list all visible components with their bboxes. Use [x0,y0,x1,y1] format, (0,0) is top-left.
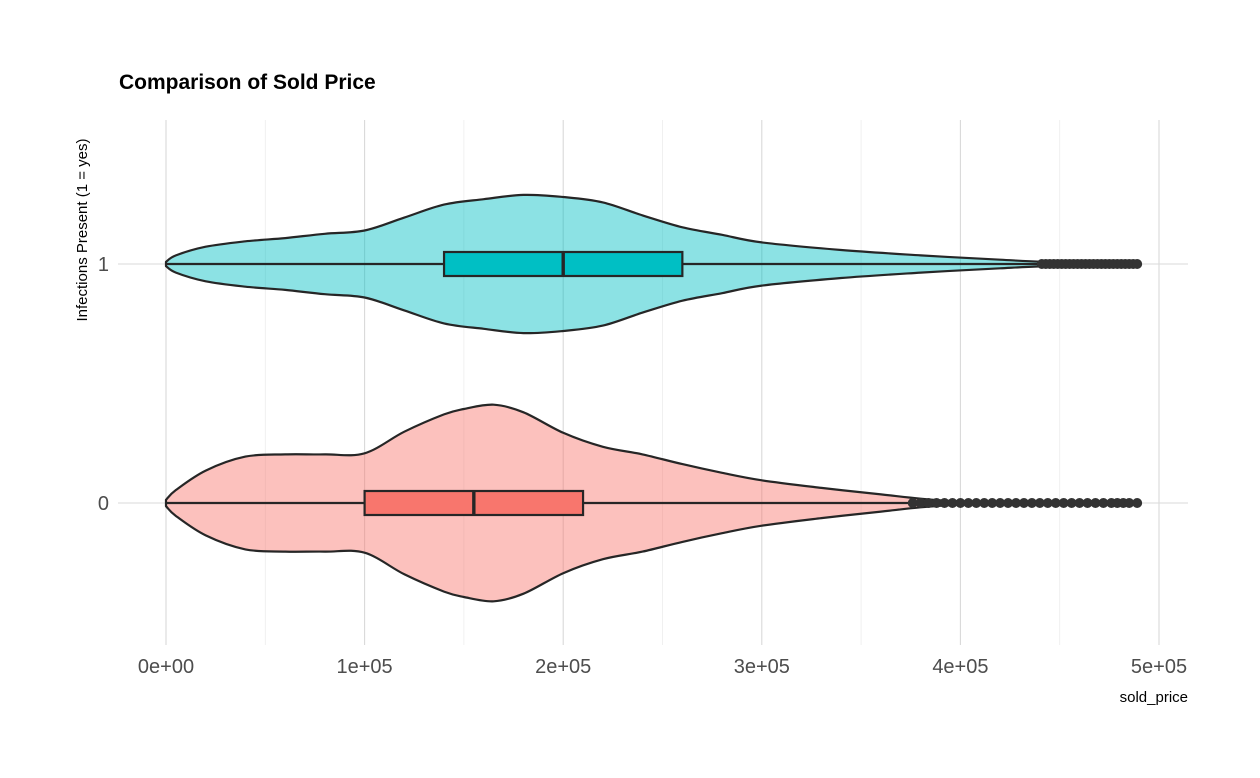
x-tick-label: 0e+00 [138,656,194,678]
violin-layer [164,193,1143,603]
outlier-point [939,498,950,508]
outlier-point [979,498,990,508]
outlier-point [1082,498,1093,508]
grid-lines [118,120,1188,645]
outlier-point [971,498,982,508]
outlier-point [1074,498,1085,508]
chart-title: Comparison of Sold Price [119,71,376,94]
violin-group-0 [164,403,1143,603]
outlier-point [1018,498,1029,508]
outlier-point [1003,498,1014,508]
y-tick-label: 1 [98,254,109,276]
outlier-point [1132,259,1143,269]
outlier-point [1124,498,1135,508]
outlier-point [1090,498,1101,508]
outlier-point [955,498,966,508]
x-axis-label: sold_price [1120,689,1188,706]
x-tick-label: 4e+05 [932,656,988,678]
outlier-point [1034,498,1045,508]
violin-group-1 [164,193,1143,335]
outlier-point [987,498,998,508]
outlier-point [995,498,1006,508]
outlier-point [1011,498,1022,508]
x-tick-label: 1e+05 [337,656,393,678]
outlier-point [1026,498,1037,508]
outlier-point [1058,498,1069,508]
outlier-point [907,498,918,508]
outlier-point [1050,498,1061,508]
outlier-point [963,498,974,508]
outlier-point [947,498,958,508]
outlier-point [1066,498,1077,508]
y-tick-label: 0 [98,493,109,515]
outlier-point [923,498,934,508]
outlier-point [1042,498,1053,508]
y-axis-label: Infections Present (1 = yes) [74,138,91,321]
outlier-point [915,498,926,508]
outlier-point [931,498,942,508]
outlier-point [1132,498,1143,508]
x-tick-label: 5e+05 [1131,656,1187,678]
outlier-point [1098,498,1109,508]
tick-labels: 0e+00 1e+05 2e+05 3e+05 4e+05 5e+05 0 1 [98,254,1187,678]
x-tick-label: 2e+05 [535,656,591,678]
x-tick-label: 3e+05 [734,656,790,678]
